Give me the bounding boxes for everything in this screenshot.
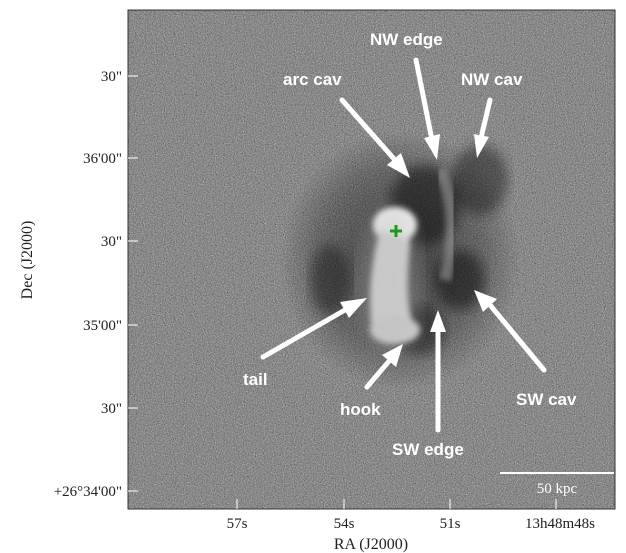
image-panel: [128, 10, 615, 509]
y-axis-label: Dec (J2000): [19, 221, 36, 300]
tail-arrow: [260, 298, 367, 360]
x-tick-label: 57s: [227, 516, 248, 532]
axis-ticks: [128, 75, 557, 509]
plot-frame: [127, 9, 616, 510]
label-sw-edge: SW edge: [392, 440, 464, 459]
nw-cav-arrow: [474, 97, 493, 158]
label-hook: hook: [340, 400, 381, 419]
y-tick-label: 35'00": [83, 318, 122, 334]
y-tick-label: 30": [101, 69, 122, 85]
x-axis-label: RA (J2000): [334, 536, 408, 553]
label-sw-cav: SW cav: [516, 390, 577, 409]
hook-arrow: [364, 344, 403, 390]
y-tick-label: 36'00": [83, 151, 122, 167]
x-tick-label: 13h48m48s: [525, 516, 595, 532]
sw-cav-arrow: [474, 290, 547, 373]
nw-edge-arrow: [413, 57, 440, 160]
label-tail: tail: [243, 370, 268, 389]
label-nw-edge: NW edge: [370, 30, 443, 49]
x-tick-label: 54s: [334, 516, 355, 532]
sw-edge-arrow: [430, 310, 446, 433]
y-tick-label: 30": [101, 234, 122, 250]
annotation-arrows: [260, 57, 547, 433]
x-tick-label: 51s: [440, 516, 461, 532]
scale-bar-label: 50 kpc: [537, 481, 578, 497]
label-arc-cav: arc cav: [283, 70, 342, 89]
y-tick-label: +26°34'00": [54, 484, 122, 500]
label-nw-cav: NW cav: [461, 70, 523, 89]
scale-bar: 50 kpc: [500, 472, 614, 497]
nucleus-marker-cross: [390, 225, 402, 237]
arc-cav-arrow: [339, 97, 410, 178]
y-tick-label: 30": [101, 401, 122, 417]
